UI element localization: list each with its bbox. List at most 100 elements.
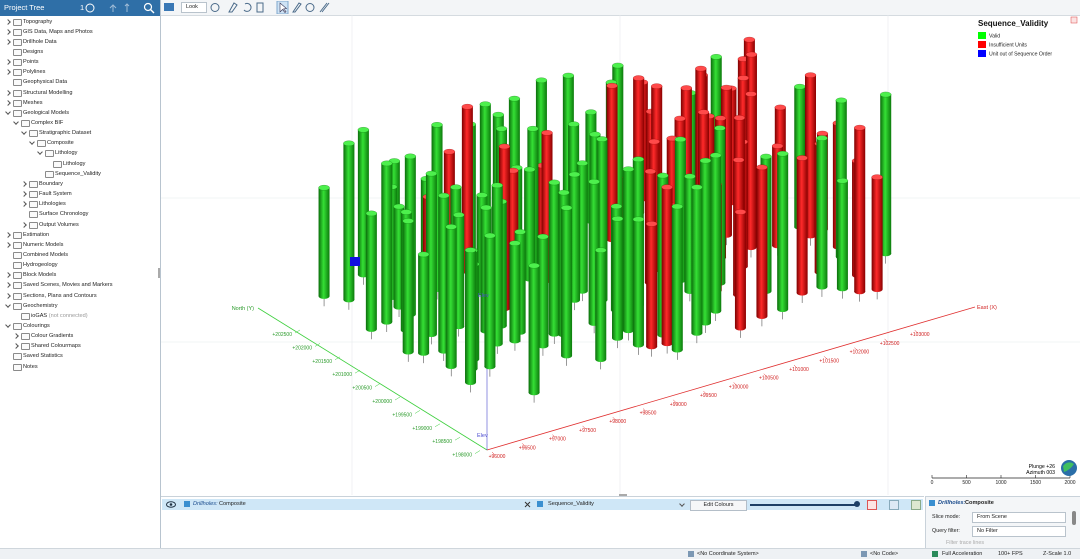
coordinate-system[interactable]: <No Coordinate System> <box>697 551 759 557</box>
drillhole-body <box>871 177 883 290</box>
notification-count[interactable]: 1 <box>80 3 85 12</box>
expand-toggle[interactable] <box>21 191 27 197</box>
tree-item[interactable]: Fault System <box>0 189 158 199</box>
expand-toggle[interactable] <box>5 59 11 65</box>
expand-toggle[interactable] <box>5 18 11 25</box>
draw-tool[interactable] <box>292 2 302 13</box>
expand-toggle[interactable] <box>5 38 11 45</box>
tree-item[interactable]: Saved Statistics <box>0 351 158 361</box>
layer-row[interactable]: Drillholes: Composite Sequence_Validity … <box>162 499 923 511</box>
slice-mode-dropdown[interactable]: From Scene <box>972 512 1066 523</box>
expand-toggle[interactable] <box>13 333 19 339</box>
visibility-toggle[interactable] <box>166 501 176 508</box>
expand-toggle[interactable] <box>5 322 11 328</box>
tree-item[interactable]: Meshes <box>0 98 158 108</box>
colouring-dropdown[interactable] <box>679 501 685 507</box>
z-scale-status[interactable]: Z-Scale 1.0 <box>1043 551 1072 557</box>
code-status[interactable]: <No Code> <box>870 551 899 557</box>
slice-tool[interactable] <box>228 2 238 13</box>
tree-item[interactable]: Estimation <box>0 230 158 240</box>
tree-item[interactable]: Composite <box>0 138 158 148</box>
panel-scrollbar[interactable] <box>1072 511 1076 525</box>
refresh-tool[interactable] <box>305 3 315 12</box>
tree-item[interactable]: Points <box>0 57 158 67</box>
sync-icon[interactable] <box>85 3 95 13</box>
up-icon[interactable] <box>124 3 130 12</box>
search-icon[interactable] <box>143 2 153 12</box>
tree-item[interactable]: Colourings <box>0 321 158 331</box>
expand-toggle[interactable] <box>5 109 11 115</box>
edit-colours-button[interactable]: Edit Colours <box>690 499 747 511</box>
tree-item[interactable]: Structural Modelling <box>0 88 158 98</box>
clip-tool[interactable] <box>256 2 264 13</box>
scene-view[interactable]: +202500 +202000 +201500 +201000 +200500 +2000… <box>161 15 1080 496</box>
tree-item[interactable]: Block Models <box>0 270 158 280</box>
tree-item[interactable]: Hydrogeology <box>0 260 158 270</box>
tree-item[interactable]: Drillhole Data <box>0 37 158 47</box>
drillhole-body <box>596 139 608 300</box>
expand-toggle[interactable] <box>21 129 27 135</box>
expand-toggle[interactable] <box>37 149 43 156</box>
splitter-handle[interactable] <box>158 268 160 278</box>
tree-item[interactable]: Complex BIF <box>0 118 158 128</box>
filter-trace-option[interactable]: Filter trace lines <box>946 540 985 546</box>
rotate-tool[interactable] <box>210 3 220 12</box>
tree-item[interactable]: Boundary <box>0 179 158 189</box>
tree-item[interactable]: Geophysical Data <box>0 77 158 87</box>
tree-item[interactable]: Sequence_Validity <box>0 169 158 179</box>
expand-toggle[interactable] <box>5 28 11 35</box>
query-filter-dropdown[interactable]: No Filter <box>972 526 1066 537</box>
look-dropdown[interactable]: Look <box>181 2 207 13</box>
highlight-button[interactable] <box>867 500 877 510</box>
tree-item[interactable]: ioGAS (not connected) <box>0 311 158 321</box>
legend-close[interactable] <box>1070 16 1078 24</box>
expand-toggle[interactable] <box>13 119 19 125</box>
expand-toggle[interactable] <box>5 69 11 76</box>
tree-item[interactable]: Sections, Plans and Contours <box>0 291 158 301</box>
tree-item[interactable]: Polylines <box>0 67 158 77</box>
slider-handle[interactable] <box>854 501 860 507</box>
panel-splitter[interactable] <box>619 494 627 496</box>
measure-tool[interactable] <box>319 2 330 13</box>
style-button[interactable] <box>889 500 899 510</box>
tree-item[interactable]: Geological Models <box>0 108 158 118</box>
drillhole-body <box>612 65 624 221</box>
tree-item[interactable]: Colour Gradients <box>0 331 158 341</box>
expand-toggle[interactable] <box>5 99 11 106</box>
expand-toggle[interactable] <box>5 89 11 96</box>
expand-toggle[interactable] <box>13 343 19 350</box>
expand-toggle[interactable] <box>29 139 35 146</box>
tree-item[interactable]: Notes <box>0 362 158 372</box>
expand-toggle[interactable] <box>21 221 27 228</box>
expand-toggle[interactable] <box>21 181 27 187</box>
tool-icons <box>210 1 330 14</box>
expand-toggle[interactable] <box>5 292 11 299</box>
tree-item[interactable]: Lithology <box>0 159 158 169</box>
upload-icon[interactable] <box>109 4 117 12</box>
expand-toggle[interactable] <box>21 201 27 208</box>
expand-toggle[interactable] <box>5 301 11 308</box>
tree-item[interactable]: Lithology <box>0 148 158 158</box>
reset-tool[interactable] <box>243 2 252 12</box>
opacity-slider[interactable] <box>750 503 858 506</box>
scene-icon[interactable] <box>163 2 175 13</box>
tree-item[interactable]: Surface Chronology <box>0 209 158 219</box>
tree-item[interactable]: Shared Colourmaps <box>0 341 158 351</box>
tree-item[interactable]: Geochemistry <box>0 301 158 311</box>
expand-toggle[interactable] <box>5 231 11 238</box>
tree-item[interactable]: Designs <box>0 47 158 57</box>
tree-item[interactable]: Combined Models <box>0 250 158 260</box>
info-button[interactable] <box>911 500 921 510</box>
tree-item[interactable]: Stratigraphic Dataset <box>0 128 158 138</box>
tree-item[interactable]: Saved Scenes, Movies and Markers <box>0 280 158 290</box>
remove-layer[interactable] <box>524 501 531 508</box>
tree-item[interactable]: Topography <box>0 17 158 27</box>
tree-item[interactable]: Lithologies <box>0 199 158 209</box>
tree-item[interactable]: GIS Data, Maps and Photos <box>0 27 158 37</box>
label-button[interactable] <box>900 500 907 508</box>
expand-toggle[interactable] <box>5 241 11 248</box>
expand-toggle[interactable] <box>5 282 11 289</box>
tree-item[interactable]: Numeric Models <box>0 240 158 250</box>
tree-item[interactable]: Output Volumes <box>0 220 158 230</box>
expand-toggle[interactable] <box>5 272 11 279</box>
